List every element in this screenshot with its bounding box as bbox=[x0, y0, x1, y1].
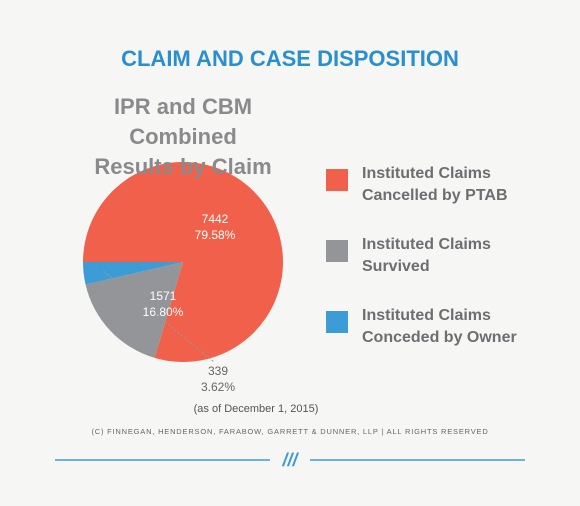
slice-count: 1571 bbox=[150, 289, 177, 303]
divider-ornament: /// bbox=[281, 450, 299, 470]
legend-label: Instituted Claims Conceded by Owner bbox=[362, 307, 517, 346]
note: (as of December 1, 2015) bbox=[194, 403, 319, 415]
pie-slice bbox=[83, 262, 183, 285]
slice-percent: 16.80% bbox=[143, 305, 184, 319]
subtitle: IPR and CBM Combined Results by Claim bbox=[94, 94, 272, 179]
slice-count: 339 bbox=[208, 364, 228, 378]
legend-swatch bbox=[326, 311, 348, 333]
legend-swatch bbox=[326, 169, 348, 191]
pie-slice bbox=[85, 262, 183, 358]
legend-swatch bbox=[326, 240, 348, 262]
slice-percent: 3.62% bbox=[201, 380, 235, 394]
chart-title: CLAIM AND CASE DISPOSITION bbox=[121, 46, 459, 71]
footer: (C) FINNEGAN, HENDERSON, FARABOW, GARRET… bbox=[91, 427, 488, 436]
slice-percent: 79.58% bbox=[195, 228, 236, 242]
slice-count: 7442 bbox=[202, 212, 229, 226]
legend-label: Instituted Claims Cancelled by PTAB bbox=[362, 165, 508, 204]
legend-label: Instituted Claims Survived bbox=[362, 236, 491, 275]
